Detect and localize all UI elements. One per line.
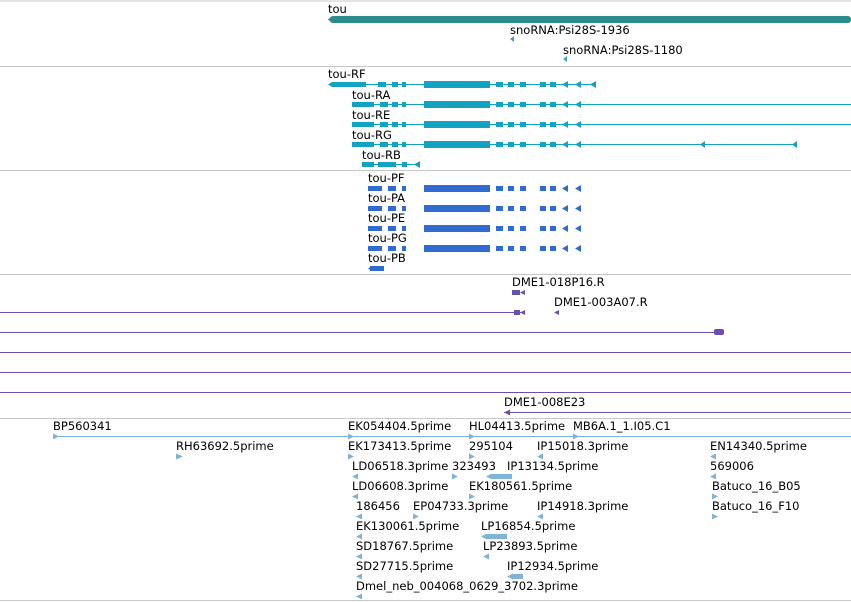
snorna-feature[interactable] (563, 56, 567, 62)
clone-feature[interactable] (714, 329, 724, 335)
est-feature[interactable] (352, 493, 358, 500)
transcript-feature[interactable] (352, 142, 374, 147)
est-feature[interactable] (413, 513, 419, 520)
est-feature[interactable] (356, 513, 362, 520)
est-feature[interactable] (348, 433, 354, 440)
gene-feature[interactable] (330, 16, 851, 23)
est-label: SD18767.5prime (356, 539, 453, 553)
est-feature[interactable] (573, 433, 579, 440)
protein-feature[interactable] (368, 186, 382, 191)
est-feature[interactable] (483, 553, 489, 560)
est-feature[interactable] (492, 474, 512, 479)
snorna-feature[interactable] (510, 36, 514, 42)
est-feature[interactable] (348, 453, 354, 460)
est-label: IP15018.3prime (537, 439, 628, 453)
protein-label: tou-PG (368, 231, 407, 245)
gene-track: tou snoRNA:Psi28S-1936 snoRNA:Psi28S-118… (328, 2, 851, 62)
est-label: SD27715.5prime (356, 559, 453, 573)
clone-feature[interactable] (514, 310, 520, 315)
transcript-feature[interactable] (352, 102, 374, 107)
est-label: 323493 (452, 459, 496, 473)
est-label: BP560341 (53, 419, 112, 433)
transcript-label: tou-RF (328, 67, 366, 81)
est-label: 569006 (710, 459, 754, 473)
est-feature[interactable] (537, 513, 543, 520)
protein-feature[interactable] (370, 266, 384, 271)
est-label: LP23893.5prime (483, 539, 577, 553)
protein-label: tou-PA (368, 191, 405, 205)
clone-label: DME1-018P16.R (512, 275, 605, 289)
est-feature[interactable] (356, 593, 362, 600)
est-label: IP13134.5prime (507, 459, 598, 473)
est-feature[interactable] (469, 433, 475, 440)
est-label: MB6A.1_1.I05.C1 (573, 419, 671, 433)
transcript-label: tou-RG (352, 128, 392, 142)
est-track: BP560341 RH63692.5prime EK054404.5prime … (53, 419, 851, 600)
clone-feature[interactable] (504, 409, 510, 416)
est-feature[interactable] (53, 433, 59, 440)
protein-label: tou-PB (368, 251, 406, 265)
protein-track: tou-PF tou-PA tou-PE (368, 171, 581, 271)
est-feature[interactable] (469, 493, 475, 500)
snorna-label: snoRNA:Psi28S-1936 (510, 23, 630, 37)
protein-label: tou-PE (368, 211, 405, 225)
est-label: EK130061.5prime (356, 519, 459, 533)
est-label: Batuco_16_F10 (712, 499, 799, 513)
est-label: LD06518.3prime (352, 459, 448, 473)
est-label: IP14918.3prime (537, 499, 628, 513)
est-feature[interactable] (712, 513, 718, 520)
est-label: EK173413.5prime (348, 439, 451, 453)
gene-strand-arrow (328, 16, 332, 23)
est-label: LP16854.5prime (481, 519, 575, 533)
gene-label: tou (328, 2, 347, 16)
clone-label: DME1-008E23 (504, 395, 585, 409)
est-feature[interactable] (537, 453, 543, 460)
transcript-feature[interactable] (362, 162, 374, 167)
protein-feature[interactable] (368, 246, 382, 251)
est-label: Batuco_16_B05 (712, 479, 801, 493)
transcript-label: tou-RA (352, 88, 391, 102)
est-label: 295104 (469, 439, 513, 453)
est-label: RH63692.5prime (176, 439, 274, 453)
est-label: HL04413.5prime (469, 419, 565, 433)
protein-label: tou-PF (368, 171, 405, 185)
transcript-track: tou-RF tou-RA tou-RE (328, 67, 851, 168)
snorna-label: snoRNA:Psi28S-1180 (563, 43, 683, 57)
clone-feature[interactable] (554, 310, 559, 315)
est-feature[interactable] (710, 453, 716, 460)
protein-feature[interactable] (368, 226, 382, 231)
transcript-label: tou-RB (362, 148, 401, 162)
est-label: EP04733.3prime (413, 499, 508, 513)
est-feature[interactable] (452, 473, 458, 480)
est-feature[interactable] (352, 473, 358, 480)
est-label: LD06608.3prime (352, 479, 448, 493)
est-feature[interactable] (356, 573, 362, 580)
clone-track: DME1-018P16.R DME1-003A07.R DME1-008E23 (0, 275, 851, 416)
clone-label: DME1-003A07.R (554, 295, 648, 309)
est-feature[interactable] (356, 533, 362, 540)
transcript-label: tou-RE (352, 108, 390, 122)
est-label: EK054404.5prime (348, 419, 451, 433)
transcript-feature[interactable] (332, 82, 366, 87)
clone-feature[interactable] (512, 290, 520, 295)
est-label: IP12934.5prime (507, 559, 598, 573)
est-label: EN14340.5prime (710, 439, 807, 453)
est-feature[interactable] (712, 493, 718, 500)
est-label: 186456 (356, 499, 400, 513)
est-feature[interactable] (487, 534, 507, 539)
est-feature[interactable] (513, 574, 523, 579)
est-label: Dmel_neb_004068_0629_3702.3prime (356, 579, 578, 593)
est-label: EK180561.5prime (469, 479, 572, 493)
est-feature[interactable] (469, 453, 475, 460)
est-feature[interactable] (710, 473, 716, 480)
est-feature[interactable] (176, 453, 183, 460)
transcript-feature[interactable] (352, 122, 374, 127)
protein-feature[interactable] (368, 206, 382, 211)
est-feature[interactable] (356, 553, 362, 560)
